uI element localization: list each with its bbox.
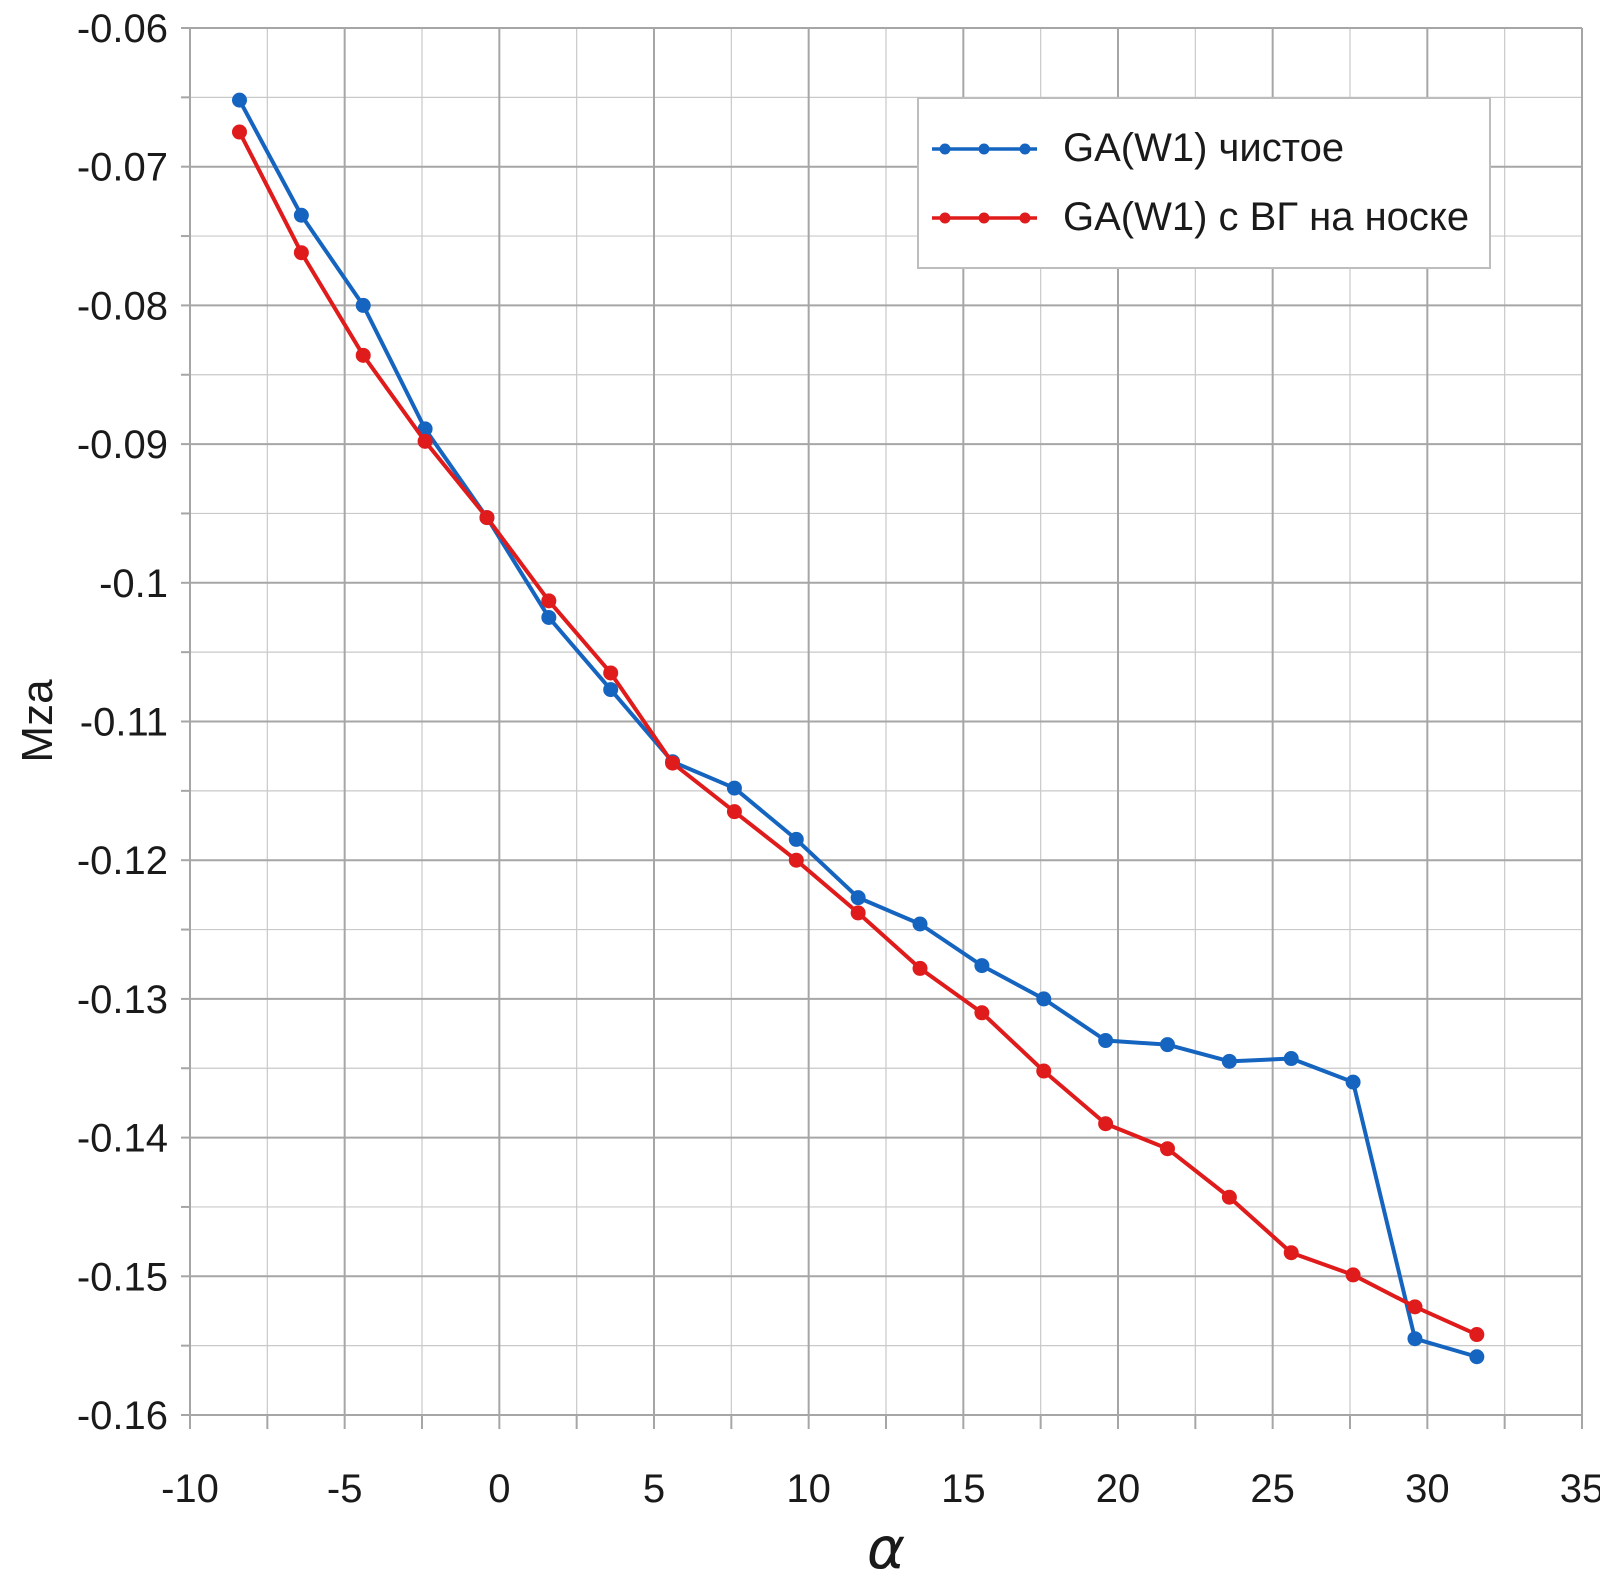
data-point xyxy=(231,92,247,108)
data-point xyxy=(974,958,990,974)
data-point xyxy=(850,890,866,906)
data-point xyxy=(850,905,866,921)
legend: GA(W1) чистое GA(W1) с ВГ на носке xyxy=(917,97,1491,269)
data-point xyxy=(1469,1327,1485,1343)
x-axis-title: α xyxy=(867,1514,905,1579)
y-tick-label: -0.13 xyxy=(77,978,168,1022)
x-tick-label: 30 xyxy=(1405,1467,1450,1511)
data-point xyxy=(1407,1331,1423,1347)
y-tick-label: -0.07 xyxy=(77,146,168,190)
x-tick-label: 15 xyxy=(941,1467,986,1511)
x-tick-label: -5 xyxy=(327,1467,363,1511)
data-point xyxy=(231,124,247,140)
series-line xyxy=(237,131,1478,1337)
y-tick-label: -0.09 xyxy=(77,423,168,467)
data-point xyxy=(541,609,557,625)
y-tick-label: -0.1 xyxy=(99,562,168,606)
data-point xyxy=(912,960,928,976)
data-point xyxy=(1098,1116,1114,1132)
data-point xyxy=(1159,1141,1175,1157)
data-point xyxy=(293,245,309,261)
data-point xyxy=(1036,1063,1052,1079)
data-point xyxy=(541,593,557,609)
legend-item-vg: GA(W1) с ВГ на носке xyxy=(932,195,1489,240)
data-point xyxy=(1345,1267,1361,1283)
series-line xyxy=(237,99,1478,1359)
y-tick-label: -0.16 xyxy=(77,1394,168,1438)
y-tick-label: -0.08 xyxy=(77,284,168,328)
x-tick-label: 20 xyxy=(1096,1467,1141,1511)
y-tick-label: -0.14 xyxy=(77,1117,168,1161)
y-axis-title: Mza xyxy=(13,679,62,763)
data-point xyxy=(1159,1037,1175,1053)
data-point xyxy=(603,682,619,698)
y-tick-label: -0.12 xyxy=(77,839,168,883)
data-point xyxy=(665,755,681,771)
y-tick-labels: -0.06 -0.07 -0.08 -0.09 -0.1 -0.11 -0.12 -0.13 -… xyxy=(77,7,168,1438)
x-tick-label: 35 xyxy=(1560,1467,1600,1511)
axis-ticks xyxy=(181,27,1583,1429)
data-point xyxy=(1469,1349,1485,1365)
data-point xyxy=(1221,1053,1237,1069)
data-point xyxy=(1407,1299,1423,1315)
data-point xyxy=(788,852,804,868)
data-point xyxy=(417,433,433,449)
x-tick-label: 0 xyxy=(488,1467,510,1511)
legend-marker-blue-icon xyxy=(932,143,1037,154)
legend-label-clean: GA(W1) чистое xyxy=(1063,126,1345,170)
y-tick-label: -0.11 xyxy=(80,701,168,745)
data-point xyxy=(603,665,619,681)
data-point xyxy=(1283,1245,1299,1261)
data-point xyxy=(788,831,804,847)
legend-marker-red-icon xyxy=(932,212,1037,223)
data-point xyxy=(726,804,742,820)
data-point xyxy=(355,297,371,313)
y-tick-label: -0.06 xyxy=(77,7,168,51)
data-point xyxy=(1036,991,1052,1007)
data-point xyxy=(912,916,928,932)
data-point xyxy=(1345,1074,1361,1090)
data-point xyxy=(417,421,433,437)
x-tick-label: 5 xyxy=(643,1467,665,1511)
data-point xyxy=(1098,1033,1114,1049)
x-tick-label: 10 xyxy=(786,1467,831,1511)
data-point xyxy=(1221,1189,1237,1205)
data-point xyxy=(479,510,495,526)
data-point xyxy=(726,780,742,796)
data-point xyxy=(1283,1051,1299,1067)
legend-label-vg: GA(W1) с ВГ на носке xyxy=(1063,195,1470,239)
x-tick-label: 25 xyxy=(1250,1467,1295,1511)
data-series xyxy=(231,92,1485,1365)
data-point xyxy=(293,207,309,223)
y-tick-label: -0.15 xyxy=(77,1255,168,1299)
x-tick-label: -10 xyxy=(161,1467,219,1511)
x-tick-labels: -10 -5 0 5 10 15 20 25 30 35 xyxy=(161,1467,1600,1511)
data-point xyxy=(974,1005,990,1021)
data-point xyxy=(355,347,371,363)
legend-item-clean: GA(W1) чистое xyxy=(932,126,1489,171)
